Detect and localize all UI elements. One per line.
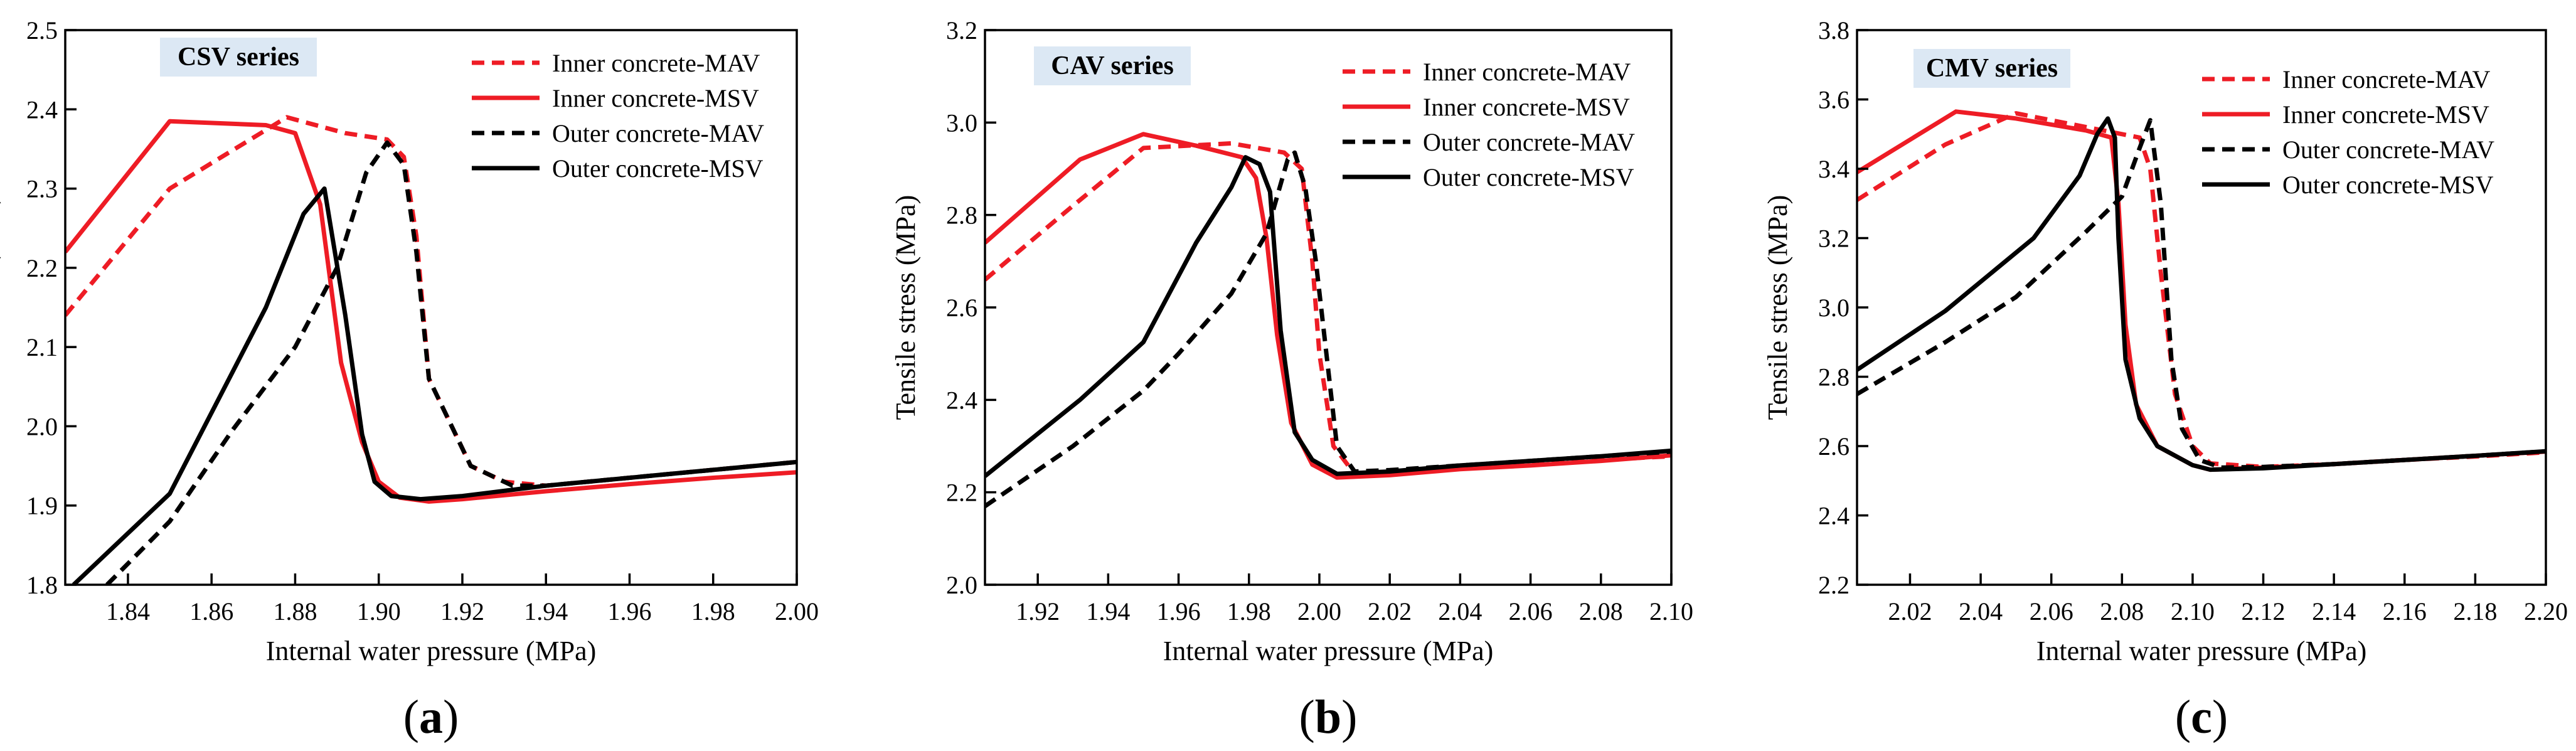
- legend-label-4: Outer concrete-MSV: [552, 154, 764, 183]
- x-tick-label: 2.14: [2312, 597, 2356, 626]
- y-tick-label: 2.4: [1818, 502, 1850, 530]
- x-tick-label: 2.06: [1509, 597, 1553, 626]
- plot-frame: [64, 29, 798, 586]
- series-line-3: [105, 140, 797, 585]
- legend-label-3: Outer concrete-MAV: [1423, 128, 1635, 156]
- y-tick-label: 3.0: [1818, 294, 1850, 322]
- y-tick-label: 2.2: [1818, 571, 1850, 599]
- x-tick-label: 2.00: [775, 597, 819, 626]
- series-line-4: [985, 155, 1671, 478]
- x-tick-label: 1.94: [524, 597, 568, 626]
- series-line-2: [65, 119, 797, 504]
- x-tick-label: 1.92: [440, 597, 484, 626]
- series-line-2: [1857, 109, 2546, 472]
- series-line-1: [985, 141, 1671, 476]
- y-tick-label: 2.5: [26, 16, 58, 45]
- x-tick-label: 2.02: [1888, 597, 1932, 626]
- x-tick-label: 1.88: [273, 597, 317, 626]
- series-tag: CAV series: [1051, 51, 1174, 80]
- x-tick-label: 2.18: [2453, 597, 2497, 626]
- x-tick-label: 2.08: [2100, 597, 2144, 626]
- y-tick-label: 3.0: [946, 109, 977, 137]
- legend-label-4: Outer concrete-MSV: [1423, 163, 1634, 191]
- y-tick-label: 2.2: [946, 479, 977, 507]
- series-line-1: [65, 115, 797, 488]
- chart-panel-3: 2.02 2.04 2.06 2.08 2.10 2.12 2.14 2.16 2.18 2.20…: [1762, 16, 2568, 743]
- panel-label: (a): [403, 691, 459, 743]
- y-tick-label: 2.4: [26, 95, 58, 124]
- legend-label-3: Outer concrete-MAV: [2282, 136, 2494, 164]
- series-line-3: [1857, 118, 2546, 470]
- panel-label: (b): [1299, 691, 1358, 743]
- y-tick-label: 2.8: [946, 201, 977, 230]
- y-tick-label: 2.4: [946, 386, 977, 414]
- x-tick-label: 2.04: [1959, 597, 2003, 626]
- y-axis-label: Tensile stress (MPa): [890, 195, 921, 420]
- series-tag-box: [1034, 46, 1191, 85]
- x-tick-label: 1.96: [607, 597, 651, 626]
- x-axis-label: Internal water pressure (MPa): [266, 636, 597, 666]
- y-tick-label: 2.0: [946, 571, 977, 599]
- x-tick-label: 2.20: [2524, 597, 2568, 626]
- series-line-3: [985, 150, 1671, 508]
- y-tick-label: 3.2: [1818, 225, 1850, 253]
- series-line-4: [1857, 116, 2546, 472]
- x-tick-label: 2.08: [1579, 597, 1623, 626]
- x-tick-label: 2.10: [1649, 597, 1693, 626]
- legend-label-3: Outer concrete-MAV: [552, 119, 764, 147]
- x-tick-label: 1.94: [1086, 597, 1130, 626]
- legend-label-2: Inner concrete-MSV: [552, 84, 759, 112]
- y-tick-label: 1.9: [26, 492, 58, 520]
- y-tick-label: 3.6: [1818, 86, 1850, 114]
- y-tick-label: 2.1: [26, 333, 58, 361]
- series-tag-box: [160, 38, 317, 77]
- x-tick-label: 2.06: [2030, 597, 2073, 626]
- x-tick-label: 1.90: [357, 597, 401, 626]
- legend-label-1: Inner concrete-MAV: [1423, 58, 1631, 86]
- series-tag: CMV series: [1926, 54, 2058, 83]
- chart-panel-2: 1.92 1.94 1.96 1.98 2.00 2.02 2.04 2.06 2.08 2.10…: [890, 16, 1693, 743]
- series-line-4: [72, 186, 797, 585]
- x-tick-label: 2.04: [1438, 597, 1482, 626]
- series-line-1: [1857, 111, 2546, 469]
- legend-label-4: Outer concrete-MSV: [2282, 171, 2494, 199]
- x-tick-label: 2.00: [1297, 597, 1341, 626]
- legend-label-2: Inner concrete-MSV: [1423, 93, 1630, 121]
- x-tick-label: 1.98: [691, 597, 735, 626]
- x-tick-label: 1.96: [1157, 597, 1201, 626]
- y-tick-label: 2.3: [26, 175, 58, 203]
- y-tick-label: 3.4: [1818, 155, 1850, 183]
- series-tag: CSV series: [178, 43, 299, 72]
- x-tick-label: 1.84: [106, 597, 150, 626]
- x-axis-label: Internal water pressure (MPa): [2036, 636, 2367, 666]
- y-tick-label: 2.2: [26, 254, 58, 282]
- legend-label-1: Inner concrete-MAV: [2282, 65, 2490, 93]
- y-tick-label: 2.8: [1818, 363, 1850, 391]
- y-tick-label: 2.6: [946, 294, 977, 322]
- series-line-2: [985, 132, 1671, 480]
- x-tick-label: 1.98: [1227, 597, 1271, 626]
- legend-label-2: Inner concrete-MSV: [2282, 100, 2489, 129]
- series-tag-box: [1913, 49, 2070, 88]
- x-tick-label: 1.86: [189, 597, 233, 626]
- x-tick-label: 2.02: [1368, 597, 1412, 626]
- y-tick-label: 2.6: [1818, 432, 1850, 461]
- y-tick-label: 2.0: [26, 412, 58, 440]
- y-tick-label: 1.8: [26, 571, 58, 599]
- x-tick-label: 2.12: [2242, 597, 2286, 626]
- y-tick-label: 3.2: [946, 16, 977, 45]
- x-axis-label: Internal water pressure (MPa): [1163, 636, 1494, 666]
- panel-label: (c): [2175, 691, 2228, 743]
- y-axis-label: Tensile stress (MPa): [1762, 195, 1793, 420]
- y-tick-label: 3.8: [1818, 16, 1850, 45]
- legend-label-1: Inner concrete-MAV: [552, 49, 760, 77]
- y-axis-label: Tensile stress (MPa): [0, 195, 1, 420]
- chart-panel-1: 1.84 1.86 1.88 1.90 1.92 1.94 1.96 1.98 2.00 1.8 1…: [0, 16, 819, 743]
- x-tick-label: 1.92: [1016, 597, 1060, 626]
- x-tick-label: 2.10: [2171, 597, 2215, 626]
- x-tick-label: 2.16: [2383, 597, 2427, 626]
